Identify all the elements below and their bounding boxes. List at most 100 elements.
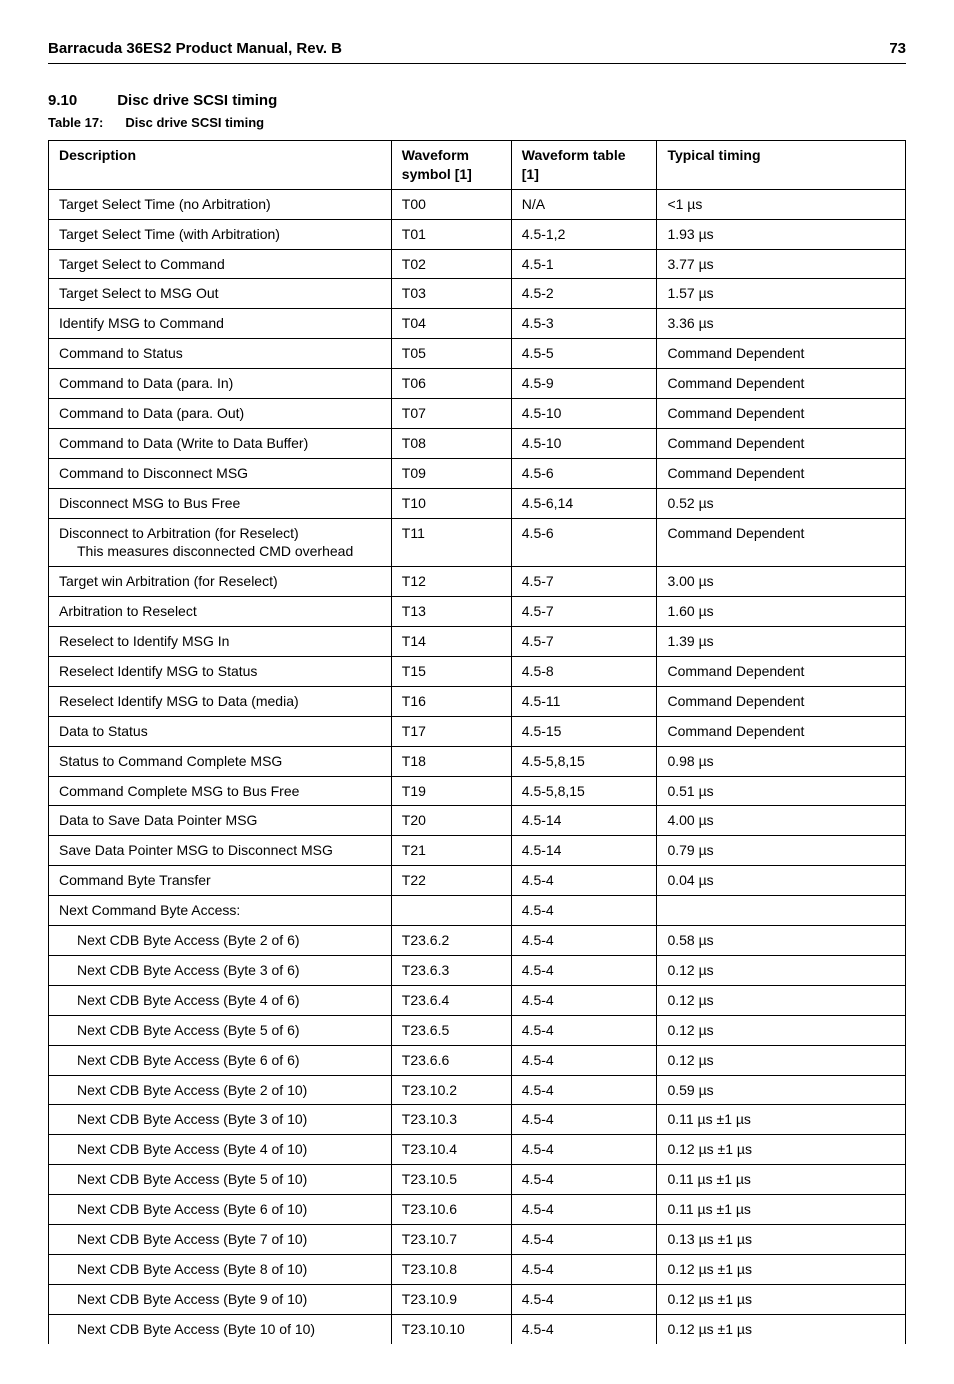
cell-symbol: T14 [391,627,511,657]
cell-timing: 1.93 µs [657,219,906,249]
cell-symbol: T02 [391,249,511,279]
scsi-timing-table: Description Waveform symbol [1] Waveform… [48,140,906,1344]
cell-symbol: T16 [391,686,511,716]
cell-wtable: 4.5-4 [511,866,657,896]
cell-timing: Command Dependent [657,657,906,687]
cell-timing: 1.60 µs [657,597,906,627]
cell-description: Arbitration to Reselect [49,597,392,627]
cell-symbol: T22 [391,866,511,896]
cell-timing: 0.12 µs [657,985,906,1015]
cell-timing: 0.12 µs ±1 µs [657,1284,906,1314]
cell-description-text: Next CDB Byte Access (Byte 8 of 10) [59,1260,307,1279]
header-page-number: 73 [889,40,906,57]
cell-symbol: T07 [391,399,511,429]
cell-description: Next CDB Byte Access (Byte 9 of 10) [49,1284,392,1314]
cell-symbol: T08 [391,428,511,458]
cell-wtable: 4.5-5,8,15 [511,746,657,776]
cell-description-text: Command Byte Transfer [59,872,211,888]
cell-description-text: Save Data Pointer MSG to Disconnect MSG [59,842,333,858]
cell-timing: 0.79 µs [657,836,906,866]
cell-description: Next CDB Byte Access (Byte 6 of 10) [49,1195,392,1225]
table-caption-text: Disc drive SCSI timing [125,115,264,130]
cell-symbol: T23.10.2 [391,1075,511,1105]
table-row: Next CDB Byte Access (Byte 3 of 10)T23.1… [49,1105,906,1135]
cell-timing: 0.12 µs ±1 µs [657,1254,906,1284]
cell-description-text: Command to Data (para. In) [59,375,233,391]
cell-timing: 0.12 µs ±1 µs [657,1314,906,1343]
cell-description-text: Reselect Identify MSG to Data (media) [59,693,299,709]
table-row: Identify MSG to CommandT044.5-33.36 µs [49,309,906,339]
cell-wtable: 4.5-4 [511,896,657,926]
cell-description: Next CDB Byte Access (Byte 5 of 6) [49,1015,392,1045]
cell-wtable: 4.5-4 [511,1224,657,1254]
col-header-timing: Typical timing [657,141,906,190]
table-row: Disconnect MSG to Bus FreeT104.5-6,140.5… [49,488,906,518]
cell-description: Next CDB Byte Access (Byte 10 of 10) [49,1314,392,1343]
cell-timing: 0.11 µs ±1 µs [657,1165,906,1195]
cell-timing: 0.11 µs ±1 µs [657,1105,906,1135]
cell-symbol: T23.6.4 [391,985,511,1015]
cell-description-text: Next CDB Byte Access (Byte 4 of 10) [59,1140,307,1159]
cell-description-text: Reselect to Identify MSG In [59,633,229,649]
cell-wtable: 4.5-6 [511,458,657,488]
cell-symbol: T23.10.6 [391,1195,511,1225]
cell-description: Next Command Byte Access: [49,896,392,926]
cell-description-text: Arbitration to Reselect [59,603,197,619]
cell-description-text: Target Select Time (no Arbitration) [59,196,271,212]
cell-wtable: 4.5-10 [511,399,657,429]
table-row: Next CDB Byte Access (Byte 6 of 10)T23.1… [49,1195,906,1225]
cell-description-text: Data to Save Data Pointer MSG [59,812,257,828]
col-header-description: Description [49,141,392,190]
cell-wtable: 4.5-8 [511,657,657,687]
cell-wtable: 4.5-7 [511,597,657,627]
cell-timing: 4.00 µs [657,806,906,836]
cell-wtable: 4.5-4 [511,985,657,1015]
cell-description: Next CDB Byte Access (Byte 3 of 6) [49,955,392,985]
cell-timing: 0.98 µs [657,746,906,776]
cell-description: Next CDB Byte Access (Byte 4 of 6) [49,985,392,1015]
cell-description: Next CDB Byte Access (Byte 8 of 10) [49,1254,392,1284]
cell-wtable: 4.5-5 [511,339,657,369]
cell-wtable: 4.5-4 [511,1314,657,1343]
cell-description-subtext: This measures disconnected CMD overhead [59,542,353,561]
cell-description-text: Target Select to Command [59,256,225,272]
cell-description-text: Command to Disconnect MSG [59,465,248,481]
cell-wtable: 4.5-7 [511,627,657,657]
cell-symbol: T23.6.6 [391,1045,511,1075]
cell-description: Target Select Time (no Arbitration) [49,189,392,219]
cell-symbol: T13 [391,597,511,627]
cell-description: Data to Save Data Pointer MSG [49,806,392,836]
cell-wtable: 4.5-4 [511,1135,657,1165]
cell-symbol: T00 [391,189,511,219]
table-row: Next CDB Byte Access (Byte 7 of 10)T23.1… [49,1224,906,1254]
table-row: Target Select Time (no Arbitration)T00N/… [49,189,906,219]
cell-timing: 0.13 µs ±1 µs [657,1224,906,1254]
cell-symbol: T23.10.8 [391,1254,511,1284]
cell-description: Target Select to MSG Out [49,279,392,309]
cell-wtable: 4.5-6,14 [511,488,657,518]
cell-description-text: Reselect Identify MSG to Status [59,663,257,679]
cell-description-text: Identify MSG to Command [59,315,224,331]
cell-description: Target Select Time (with Arbitration) [49,219,392,249]
cell-symbol: T18 [391,746,511,776]
cell-timing: 3.77 µs [657,249,906,279]
cell-timing: 1.57 µs [657,279,906,309]
table-row: Reselect Identify MSG to Data (media) T16… [49,686,906,716]
cell-symbol: T23.10.7 [391,1224,511,1254]
table-row: Next CDB Byte Access (Byte 5 of 10)T23.1… [49,1165,906,1195]
cell-timing: Command Dependent [657,399,906,429]
table-row: Save Data Pointer MSG to Disconnect MSGT… [49,836,906,866]
cell-symbol: T23.10.10 [391,1314,511,1343]
table-row: Next CDB Byte Access (Byte 3 of 6)T23.6.… [49,955,906,985]
cell-symbol: T23.10.9 [391,1284,511,1314]
table-row: Next CDB Byte Access (Byte 6 of 6)T23.6.… [49,1045,906,1075]
cell-wtable: 4.5-4 [511,1254,657,1284]
cell-symbol: T23.10.3 [391,1105,511,1135]
table-row: Command to Data (Write to Data Buffer)T0… [49,428,906,458]
cell-wtable: 4.5-14 [511,836,657,866]
page-header: Barracuda 36ES2 Product Manual, Rev. B 7… [48,40,906,64]
cell-timing: 0.52 µs [657,488,906,518]
cell-symbol: T23.6.3 [391,955,511,985]
cell-symbol: T20 [391,806,511,836]
cell-timing: Command Dependent [657,458,906,488]
